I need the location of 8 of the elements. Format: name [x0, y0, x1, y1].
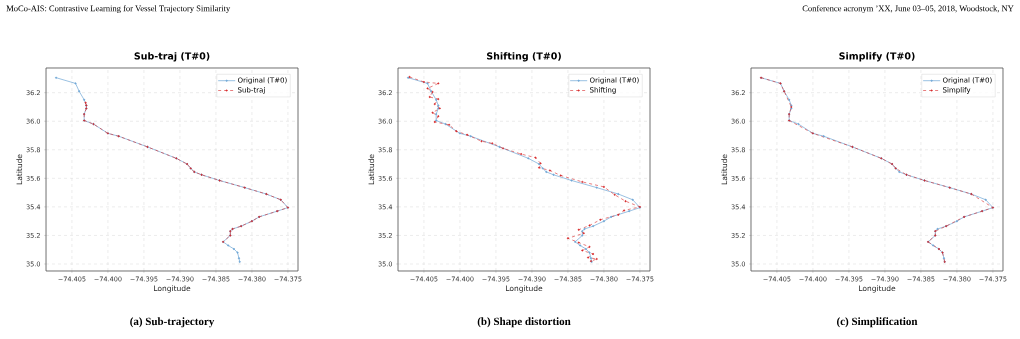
text: (c) Simplification [837, 317, 918, 328]
text: MoCo-AIS: Contrastive Learning for Vessel Trajectory Similarity [6, 5, 231, 14]
chart-title: Sub-traj (T#0) [134, 52, 210, 62]
text: Conference acronym ’XX, June 03–05, 2018, Woodstock, NY [802, 5, 1014, 14]
text: (a) Sub-trajectory [130, 317, 215, 328]
chart-title: Shifting (T#0) [486, 52, 561, 62]
text: (b) Shape distortion [477, 317, 571, 328]
chart-title: Simplify (T#0) [839, 52, 915, 62]
